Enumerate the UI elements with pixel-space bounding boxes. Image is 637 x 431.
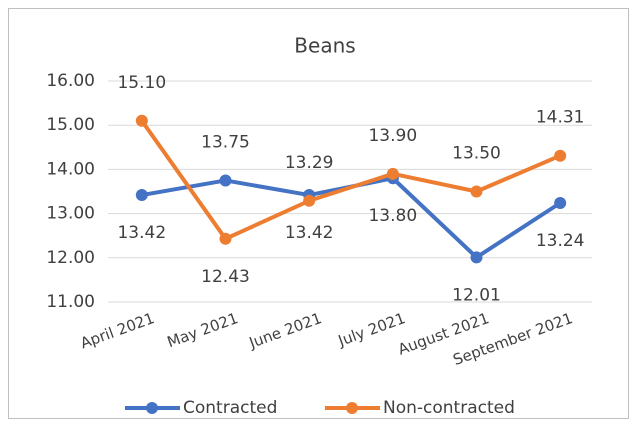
series-line	[140, 119, 561, 241]
data-label: 15.10	[117, 73, 166, 93]
point	[219, 174, 232, 187]
data-label: 13.29	[285, 153, 334, 173]
y-tick-label: 11.00	[46, 292, 95, 312]
data-label: 13.42	[285, 223, 334, 243]
data-label: 12.01	[452, 285, 501, 305]
data-label: 13.75	[201, 132, 250, 152]
point	[135, 189, 148, 202]
data-label: 13.50	[452, 144, 501, 164]
point	[470, 185, 483, 198]
y-tick-label: 12.00	[46, 248, 95, 268]
data-label: 13.42	[117, 223, 166, 243]
point	[554, 149, 567, 162]
point	[219, 232, 232, 245]
y-tick-label: 15.00	[46, 115, 95, 135]
y-tick-label: 13.00	[46, 204, 95, 224]
chart-title: Beans	[294, 34, 355, 58]
point	[135, 114, 148, 127]
legend-label: Contracted	[183, 398, 277, 418]
data-label: 13.80	[368, 206, 417, 226]
data-label: 12.43	[201, 267, 250, 287]
y-tick-label: 14.00	[46, 159, 95, 179]
legend-marker	[146, 402, 158, 414]
legend-marker	[346, 402, 358, 414]
point	[386, 167, 399, 180]
data-label: 13.24	[536, 231, 585, 251]
point	[470, 251, 483, 264]
data-label: 13.90	[368, 126, 417, 146]
point	[554, 196, 567, 209]
point	[303, 194, 316, 207]
legend-label: Non-contracted	[383, 398, 515, 418]
y-tick-label: 16.00	[46, 71, 95, 91]
data-label: 14.31	[536, 108, 585, 128]
